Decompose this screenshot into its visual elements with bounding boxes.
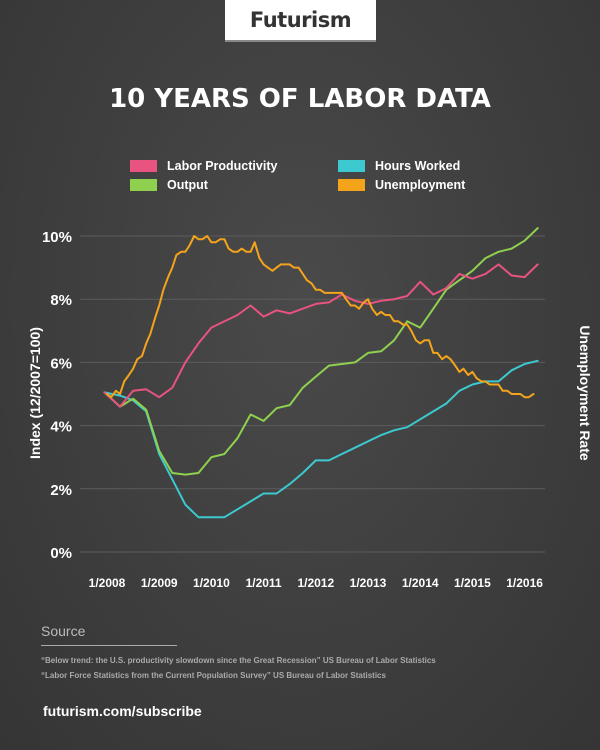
legend-swatch (130, 160, 157, 172)
y-tick-label: 10% (42, 229, 72, 246)
x-tick-label: 1/2010 (193, 576, 230, 590)
source-divider (41, 645, 177, 646)
y-tick-label: 8% (50, 292, 72, 309)
legend-label: Hours Worked (375, 159, 461, 173)
futurism-logo[interactable]: Futurism (225, 0, 376, 42)
logo-text: Futurism (249, 8, 352, 32)
series-line-hours-worked (103, 359, 539, 519)
legend-label: Output (167, 178, 208, 192)
y-tick-label: 4% (50, 419, 72, 436)
series-line-unemployment (106, 235, 535, 399)
y-tick-label: 2% (50, 482, 72, 499)
legend-label: Unemployment (375, 178, 466, 192)
x-tick-label: 1/2011 (246, 576, 282, 590)
x-tick-label: 1/2012 (297, 576, 334, 590)
y-tick-label: 0% (50, 545, 72, 562)
source-citation: “Below trend: the U.S. productivity slow… (41, 656, 436, 665)
legend-swatch (338, 160, 365, 172)
legend-item-unemployment: Unemployment (338, 178, 465, 192)
source-citation: “Labor Force Statistics from the Current… (41, 671, 386, 680)
x-tick-label: 1/2013 (350, 576, 387, 590)
y-tick-label: 6% (50, 355, 72, 372)
legend-item-output: Output (130, 178, 208, 192)
subscribe-link[interactable]: futurism.com/subscribe (43, 703, 202, 719)
source-heading: Source (41, 623, 86, 639)
series-line-labor-productivity (103, 263, 539, 408)
legend-item-labor-productivity: Labor Productivity (130, 159, 277, 173)
legend-item-hours-worked: Hours Worked (338, 159, 460, 173)
legend-swatch (130, 179, 157, 191)
chart-title: 10 YEARS OF LABOR DATA (109, 84, 491, 114)
series-line-output (103, 227, 539, 476)
x-tick-label: 1/2015 (454, 576, 491, 590)
legend-swatch (338, 179, 365, 191)
legend-label: Labor Productivity (167, 159, 278, 173)
x-tick-label: 1/2016 (506, 576, 543, 590)
x-tick-label: 1/2009 (141, 576, 178, 590)
x-tick-label: 1/2008 (89, 576, 126, 590)
x-tick-label: 1/2014 (402, 576, 439, 590)
